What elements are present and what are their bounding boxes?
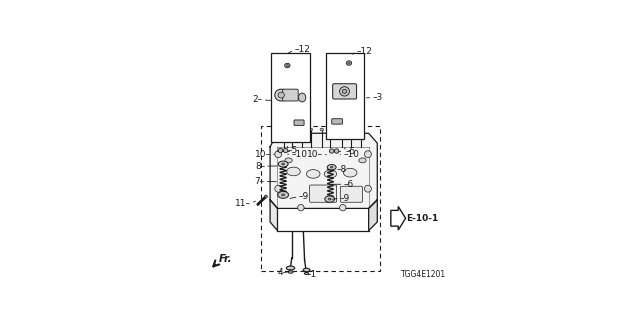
Ellipse shape [287, 167, 300, 176]
Text: –12: –12 [357, 47, 372, 56]
Text: –9: –9 [340, 194, 350, 203]
Polygon shape [270, 200, 278, 231]
Ellipse shape [286, 266, 295, 270]
Ellipse shape [285, 158, 292, 163]
Ellipse shape [309, 128, 312, 131]
Bar [326, 53, 364, 140]
Circle shape [278, 148, 283, 153]
Ellipse shape [320, 128, 324, 131]
Ellipse shape [285, 63, 290, 68]
Ellipse shape [278, 92, 284, 98]
Ellipse shape [298, 93, 306, 102]
Ellipse shape [324, 196, 335, 202]
Ellipse shape [329, 128, 332, 131]
FancyBboxPatch shape [340, 186, 362, 202]
Text: 4–: 4– [278, 268, 288, 277]
Ellipse shape [360, 128, 363, 131]
Ellipse shape [330, 166, 333, 168]
Circle shape [284, 148, 288, 153]
Text: Fr.: Fr. [219, 254, 232, 264]
Ellipse shape [282, 128, 285, 131]
Ellipse shape [327, 164, 336, 170]
Text: –8: –8 [337, 165, 347, 174]
Text: E-10-1: E-10-1 [406, 214, 438, 223]
Ellipse shape [282, 194, 285, 196]
FancyBboxPatch shape [333, 84, 356, 99]
Circle shape [335, 149, 339, 153]
Polygon shape [391, 206, 406, 230]
Text: 10–: 10– [307, 150, 323, 159]
Ellipse shape [278, 191, 289, 198]
Ellipse shape [278, 161, 288, 167]
Circle shape [364, 151, 371, 158]
Ellipse shape [286, 65, 289, 67]
Text: –1: –1 [307, 270, 317, 279]
Circle shape [298, 204, 304, 211]
Ellipse shape [324, 170, 337, 178]
Ellipse shape [288, 271, 293, 273]
Circle shape [275, 185, 282, 192]
Ellipse shape [348, 62, 350, 64]
Ellipse shape [342, 89, 347, 93]
Text: –5: –5 [287, 146, 298, 155]
Ellipse shape [328, 198, 331, 200]
FancyBboxPatch shape [283, 89, 298, 101]
Ellipse shape [344, 168, 357, 177]
Text: –6: –6 [344, 180, 354, 189]
FancyBboxPatch shape [310, 185, 337, 202]
Ellipse shape [275, 89, 287, 101]
Ellipse shape [359, 158, 366, 163]
Ellipse shape [349, 128, 353, 131]
FancyBboxPatch shape [294, 120, 304, 125]
Ellipse shape [346, 61, 351, 65]
Text: –10: –10 [343, 150, 359, 159]
Circle shape [364, 185, 371, 192]
Text: –3: –3 [372, 93, 383, 102]
Text: 11–: 11– [235, 199, 251, 208]
Text: 2–: 2– [253, 95, 262, 105]
Circle shape [340, 204, 346, 211]
Ellipse shape [307, 170, 320, 178]
Bar [262, 126, 380, 271]
Polygon shape [369, 200, 378, 231]
Text: 10–: 10– [255, 150, 271, 159]
Ellipse shape [305, 273, 308, 275]
FancyBboxPatch shape [332, 119, 342, 124]
Text: 8–: 8– [255, 162, 265, 171]
Text: –12: –12 [294, 45, 310, 54]
Ellipse shape [340, 128, 343, 131]
Text: –5: –5 [346, 147, 356, 156]
Ellipse shape [340, 87, 349, 96]
Polygon shape [270, 133, 378, 208]
Circle shape [330, 149, 334, 153]
Text: TGG4E1201: TGG4E1201 [401, 270, 446, 279]
Text: –9: –9 [298, 192, 308, 201]
Bar [271, 53, 310, 142]
Ellipse shape [303, 268, 310, 272]
Ellipse shape [291, 128, 294, 131]
Ellipse shape [300, 128, 304, 131]
Circle shape [275, 151, 282, 158]
Text: 7–: 7– [255, 177, 265, 186]
Ellipse shape [282, 163, 285, 165]
Circle shape [264, 195, 268, 198]
Text: –10: –10 [292, 150, 308, 159]
